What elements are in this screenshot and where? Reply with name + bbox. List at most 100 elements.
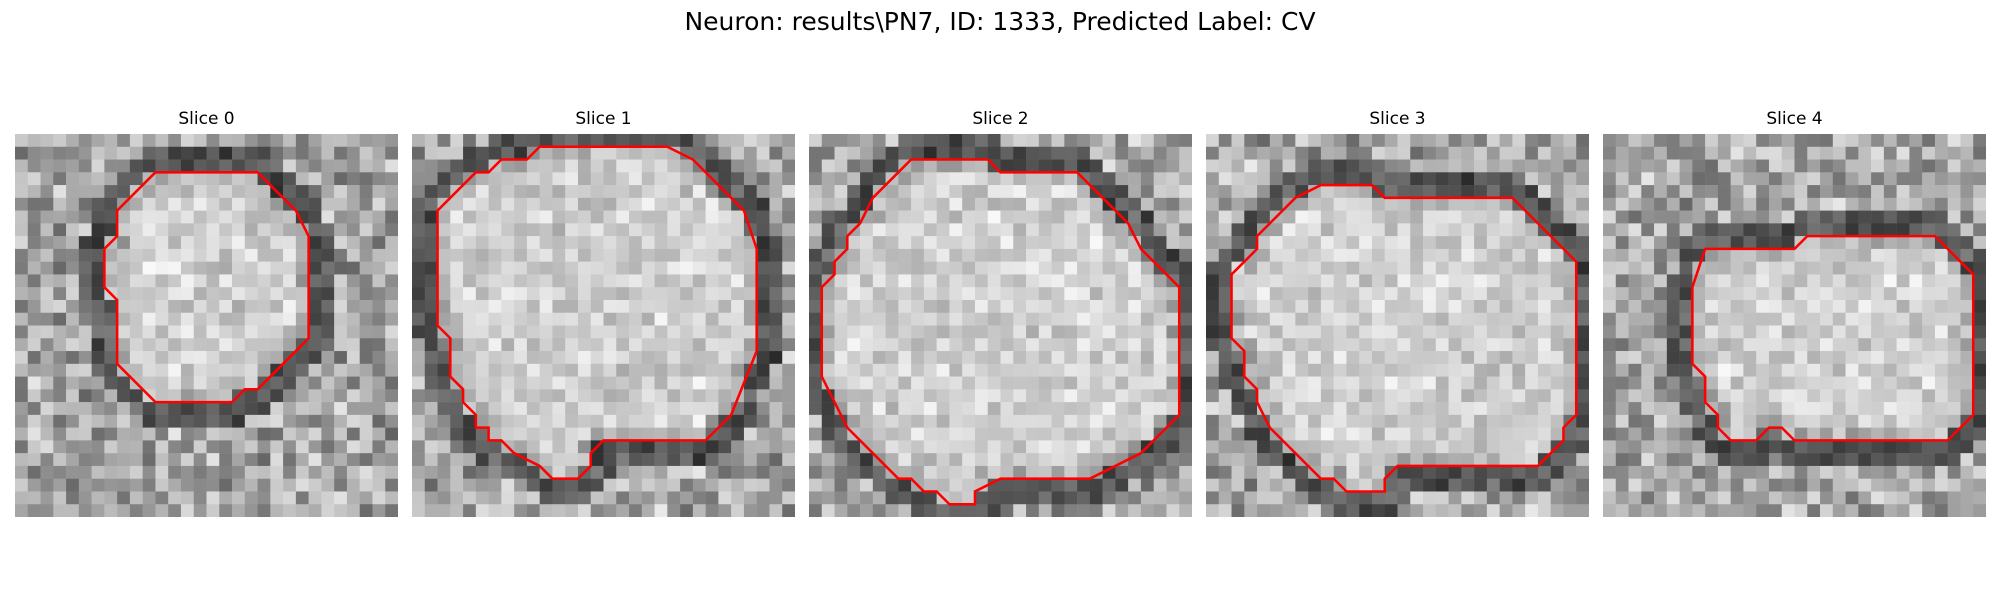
image-pixel — [1512, 338, 1526, 352]
image-pixel — [1820, 210, 1834, 224]
image-pixel — [1231, 376, 1245, 390]
image-pixel — [654, 312, 668, 326]
image-pixel — [1922, 363, 1936, 377]
image-pixel — [936, 351, 950, 365]
image-pixel — [641, 414, 655, 428]
image-pixel — [1051, 414, 1065, 428]
image-pixel — [283, 210, 297, 224]
image-pixel — [1666, 197, 1680, 211]
image-pixel — [1013, 338, 1027, 352]
image-pixel — [1641, 236, 1655, 250]
image-pixel — [1883, 427, 1897, 441]
image-pixel — [346, 465, 360, 479]
image-pixel — [1641, 185, 1655, 199]
image-pixel — [437, 414, 451, 428]
image-pixel — [949, 402, 963, 416]
image-pixel — [1397, 236, 1411, 250]
image-pixel — [577, 427, 591, 441]
image-pixel — [1051, 248, 1065, 262]
image-pixel — [1537, 414, 1551, 428]
image-pixel — [142, 376, 156, 390]
image-pixel — [1922, 274, 1936, 288]
image-pixel — [616, 427, 630, 441]
image-pixel — [1615, 504, 1629, 517]
image-pixel — [834, 389, 848, 403]
image-pixel — [1384, 287, 1398, 301]
image-pixel — [1206, 440, 1220, 454]
image-pixel — [565, 338, 579, 352]
image-pixel — [412, 236, 426, 250]
image-pixel — [629, 274, 643, 288]
image-pixel — [1295, 210, 1309, 224]
image-pixel — [731, 504, 745, 517]
image-pixel — [1871, 146, 1885, 160]
image-pixel — [526, 159, 540, 173]
image-pixel — [539, 478, 553, 492]
image-pixel — [1474, 134, 1488, 148]
image-pixel — [1051, 478, 1065, 492]
image-pixel — [1871, 440, 1885, 454]
image-pixel — [117, 389, 131, 403]
image-pixel — [1179, 159, 1192, 173]
image-pixel — [346, 504, 360, 517]
image-pixel — [40, 159, 54, 173]
image-pixel — [565, 172, 579, 186]
image-pixel — [1026, 389, 1040, 403]
image-pixel — [1423, 299, 1437, 313]
image-pixel — [949, 223, 963, 237]
image-pixel — [53, 172, 67, 186]
image-pixel — [412, 504, 426, 517]
image-pixel — [1820, 427, 1834, 441]
image-pixel — [1499, 312, 1513, 326]
image-pixel — [257, 325, 271, 339]
image-pixel — [1153, 312, 1167, 326]
image-pixel — [1333, 363, 1347, 377]
image-pixel — [782, 376, 795, 390]
image-pixel — [1717, 478, 1731, 492]
image-pixel — [219, 325, 233, 339]
image-pixel — [1166, 453, 1180, 467]
image-pixel — [1973, 299, 1986, 313]
image-pixel — [1768, 453, 1782, 467]
image-pixel — [1179, 414, 1192, 428]
image-pixel — [1461, 504, 1475, 517]
image-pixel — [514, 236, 528, 250]
image-pixel — [1410, 248, 1424, 262]
image-pixel — [885, 236, 899, 250]
image-pixel — [590, 299, 604, 313]
image-pixel — [565, 427, 579, 441]
image-pixel — [1423, 478, 1437, 492]
image-pixel — [1717, 351, 1731, 365]
image-pixel — [654, 185, 668, 199]
image-pixel — [1064, 465, 1078, 479]
image-pixel — [1628, 172, 1642, 186]
image-pixel — [1410, 325, 1424, 339]
image-pixel — [847, 236, 861, 250]
image-pixel — [1244, 210, 1258, 224]
image-pixel — [1333, 351, 1347, 365]
image-pixel — [385, 134, 398, 148]
image-pixel — [1231, 478, 1245, 492]
image-pixel — [1064, 185, 1078, 199]
image-pixel — [385, 351, 398, 365]
image-pixel — [667, 287, 681, 301]
image-pixel — [91, 491, 105, 505]
image-pixel — [117, 159, 131, 173]
image-pixel — [809, 159, 823, 173]
image-pixel — [385, 223, 398, 237]
image-pixel — [129, 478, 143, 492]
image-pixel — [1692, 236, 1706, 250]
image-pixel — [1448, 427, 1462, 441]
image-pixel — [372, 223, 386, 237]
image-pixel — [1947, 261, 1961, 275]
image-pixel — [1896, 465, 1910, 479]
image-pixel — [936, 146, 950, 160]
image-pixel — [129, 223, 143, 237]
image-pixel — [885, 210, 899, 224]
image-pixel — [911, 223, 925, 237]
image-pixel — [1960, 134, 1974, 148]
image-pixel — [1743, 223, 1757, 237]
image-pixel — [949, 351, 963, 365]
image-pixel — [1179, 491, 1192, 505]
image-pixel — [1423, 389, 1437, 403]
